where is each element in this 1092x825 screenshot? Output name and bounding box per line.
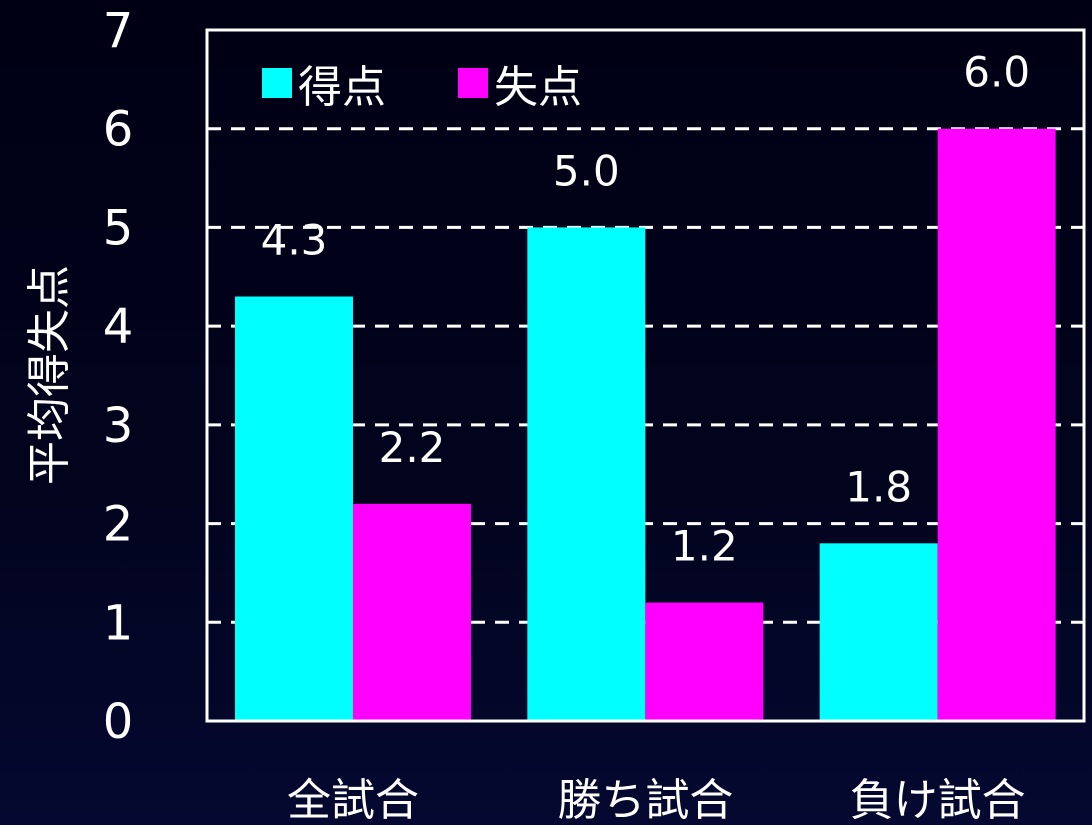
x-category-label: 負け試合 [850, 775, 1026, 825]
legend-entry: 得点 [298, 62, 386, 113]
data-label: 5.0 [553, 146, 620, 195]
x-category-label: 全試合 [287, 775, 419, 825]
x-axis-categories: 全試合 勝ち試合 負け試合 [287, 775, 1026, 825]
data-label: 1.2 [671, 522, 738, 571]
y-tick-label: 6 [103, 102, 134, 158]
y-axis-title: 平均得失点 [24, 265, 75, 485]
bars [235, 128, 1056, 721]
legend-swatch-失点 [458, 68, 488, 98]
legend: 得点 失点 [262, 62, 582, 113]
bar-得点-勝ち試合 [527, 227, 646, 721]
x-category-label: 勝ち試合 [557, 775, 733, 825]
y-tick-label: 5 [103, 200, 134, 256]
bar-得点-全試合 [235, 296, 353, 721]
data-label: 2.2 [379, 423, 446, 472]
legend-entry: 失点 [494, 62, 582, 113]
data-label: 1.8 [845, 462, 912, 511]
data-labels: 4.3 2.2 5.0 1.2 1.8 6.0 [261, 48, 1030, 571]
y-axis-ticks: 0 1 2 3 4 5 6 7 [103, 3, 134, 750]
y-tick-label: 0 [103, 694, 134, 750]
y-tick-label: 1 [103, 595, 134, 651]
legend-swatch-得点 [262, 68, 292, 98]
y-tick-label: 3 [103, 398, 134, 454]
data-label: 6.0 [963, 48, 1030, 97]
bar-失点-全試合 [353, 503, 471, 721]
y-tick-label: 4 [103, 299, 134, 355]
plot-frame [205, 28, 1086, 723]
y-tick-label: 7 [103, 3, 134, 59]
data-label: 4.3 [261, 216, 328, 265]
bar-得点-負け試合 [819, 543, 938, 721]
bar-失点-負け試合 [937, 128, 1056, 721]
y-tick-label: 2 [103, 497, 134, 553]
bar-失点-勝ち試合 [645, 602, 764, 721]
